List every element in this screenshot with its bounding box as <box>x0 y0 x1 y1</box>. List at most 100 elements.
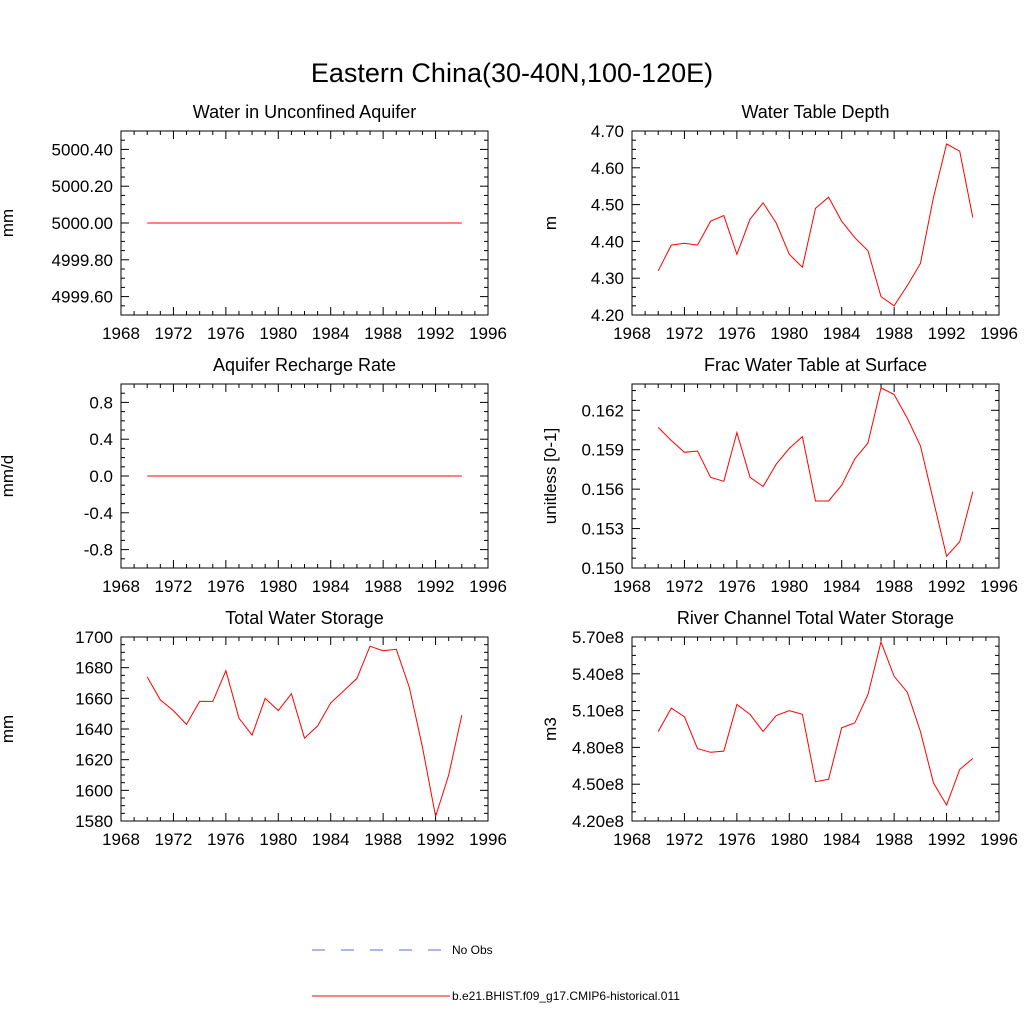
x-tick-label: 1980 <box>770 324 808 343</box>
x-tick-label: 1976 <box>718 830 756 849</box>
panel-2: Water Table Depth 1968 1972 1976 1980 1984 198… <box>541 102 1018 343</box>
y-tick-label: 4.70 <box>591 122 624 141</box>
y-tick-label: 5.70e8 <box>572 628 624 647</box>
panel-1: Water in Unconfined Aquifer 1968 1972 1976 1… <box>0 102 507 343</box>
y-tick-label: 4.60 <box>591 159 624 178</box>
panel-title: Water in Unconfined Aquifer <box>193 102 416 122</box>
y-tick-label: 4.50e8 <box>572 775 624 794</box>
x-tick-label: 1984 <box>823 830 861 849</box>
panel-title: Frac Water Table at Surface <box>704 355 927 375</box>
y-tick-label: 4.40 <box>591 232 624 251</box>
series-line <box>657 640 974 807</box>
x-tick-label: 1988 <box>364 324 402 343</box>
y-tick-label: 0.150 <box>581 559 624 578</box>
x-tick-label: 1992 <box>417 577 455 596</box>
panels-grid: Water in Unconfined Aquifer 1968 1972 1976 1… <box>0 102 1018 849</box>
y-tick-label: 4.30 <box>591 269 624 288</box>
panel-3: Aquifer Recharge Rate 1968 1972 1976 1980 198… <box>0 355 507 596</box>
x-tick-label: 1972 <box>666 324 704 343</box>
y-tick-label: 5000.40 <box>52 140 113 159</box>
legend: No Obs b.e21.BHIST.f09_g17.CMIP6-histori… <box>312 943 680 1003</box>
x-tick-label: 1984 <box>312 324 350 343</box>
x-tick-label: 1976 <box>207 830 245 849</box>
x-tick-label: 1988 <box>875 830 913 849</box>
x-tick-label: 1980 <box>259 830 297 849</box>
panel-title: Total Water Storage <box>225 608 383 628</box>
y-tick-label: 4999.80 <box>52 251 113 270</box>
y-tick-label: 0.156 <box>581 480 624 499</box>
y-tick-label: 4999.60 <box>52 288 113 307</box>
x-tick-label: 1976 <box>718 577 756 596</box>
x-tick-label: 1988 <box>364 577 402 596</box>
series-line <box>146 645 463 817</box>
x-tick-label: 1972 <box>155 577 193 596</box>
y-tick-label: 0.162 <box>581 401 624 420</box>
plot-frame <box>631 383 1000 569</box>
x-tick-label: 1972 <box>666 830 704 849</box>
x-tick-label: 1996 <box>980 830 1018 849</box>
x-tick-label: 1984 <box>823 324 861 343</box>
y-tick-label: 0.159 <box>581 441 624 460</box>
y-tick-label: 4.50 <box>591 196 624 215</box>
plot-frame <box>631 636 1000 822</box>
x-tick-label: 1968 <box>102 324 140 343</box>
panel-4: Frac Water Table at Surface 1968 1972 1976 1… <box>541 355 1018 596</box>
y-axis-label: mm/d <box>0 455 17 498</box>
plot-frame <box>631 130 1000 316</box>
x-tick-label: 1992 <box>417 324 455 343</box>
figure-title: Eastern China(30-40N,100-120E) <box>311 58 713 88</box>
y-tick-label: 0.4 <box>89 430 113 449</box>
x-tick-label: 1968 <box>102 830 140 849</box>
x-tick-label: 1976 <box>718 324 756 343</box>
x-tick-label: 1984 <box>312 830 350 849</box>
y-tick-label: 5000.00 <box>52 214 113 233</box>
plot-frame <box>120 636 489 822</box>
y-tick-label: 5000.20 <box>52 177 113 196</box>
y-tick-label: 1680 <box>75 659 113 678</box>
x-tick-label: 1980 <box>770 577 808 596</box>
legend-obs-label: No Obs <box>452 943 493 957</box>
x-tick-label: 1996 <box>980 324 1018 343</box>
y-tick-label: 1640 <box>75 720 113 739</box>
x-tick-label: 1980 <box>770 830 808 849</box>
series-line <box>657 143 974 307</box>
y-tick-label: 5.40e8 <box>572 665 624 684</box>
x-tick-label: 1988 <box>875 577 913 596</box>
y-tick-label: 1660 <box>75 689 113 708</box>
legend-model-label: b.e21.BHIST.f09_g17.CMIP6-historical.011 <box>452 989 680 1003</box>
y-axis-label: mm <box>0 715 17 743</box>
y-axis-label: unitless [0-1] <box>541 428 560 524</box>
y-tick-label: -0.4 <box>84 504 113 523</box>
y-tick-label: 1600 <box>75 781 113 800</box>
x-tick-label: 1992 <box>928 324 966 343</box>
x-tick-label: 1976 <box>207 324 245 343</box>
x-tick-label: 1984 <box>312 577 350 596</box>
x-tick-label: 1968 <box>613 577 651 596</box>
x-tick-label: 1972 <box>666 577 704 596</box>
y-tick-label: 0.0 <box>89 467 113 486</box>
y-tick-label: 5.10e8 <box>572 702 624 721</box>
y-tick-label: 4.20e8 <box>572 812 624 831</box>
y-tick-label: 0.8 <box>89 393 113 412</box>
x-tick-label: 1988 <box>875 324 913 343</box>
x-tick-label: 1976 <box>207 577 245 596</box>
x-tick-label: 1984 <box>823 577 861 596</box>
x-tick-label: 1992 <box>928 577 966 596</box>
x-tick-label: 1996 <box>469 830 507 849</box>
panel-5: Total Water Storage 1968 1972 1976 1980 1984 1… <box>0 608 507 849</box>
y-tick-label: 1580 <box>75 812 113 831</box>
y-tick-label: 4.20 <box>591 306 624 325</box>
x-tick-label: 1972 <box>155 324 193 343</box>
x-tick-label: 1968 <box>613 830 651 849</box>
x-tick-label: 1972 <box>155 830 193 849</box>
x-tick-label: 1992 <box>928 830 966 849</box>
x-tick-label: 1988 <box>364 830 402 849</box>
x-tick-label: 1996 <box>980 577 1018 596</box>
y-tick-label: 0.153 <box>581 520 624 539</box>
y-tick-label: 4.80e8 <box>572 738 624 757</box>
y-axis-label: mm <box>0 209 17 237</box>
panel-title: Aquifer Recharge Rate <box>213 355 396 375</box>
x-tick-label: 1980 <box>259 324 297 343</box>
x-tick-label: 1968 <box>613 324 651 343</box>
